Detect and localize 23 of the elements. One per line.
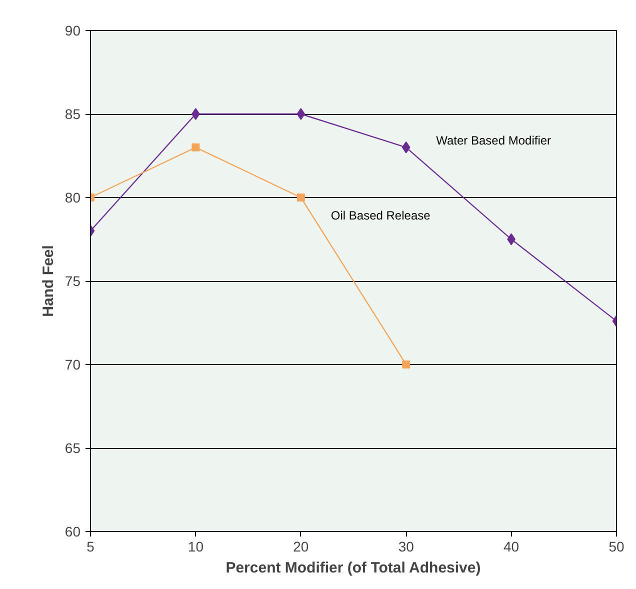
x-tick-label: 10	[188, 538, 204, 554]
x-tick-label: 30	[398, 538, 414, 554]
y-tick-label: 85	[64, 106, 81, 122]
y-tick-label: 90	[64, 22, 81, 38]
y-tick-label: 70	[64, 356, 81, 372]
series-label: Water Based Modifier	[436, 133, 552, 148]
point	[296, 108, 306, 120]
y-tick-label: 80	[64, 190, 81, 206]
point	[192, 108, 200, 120]
x-axis-title: Percent Modifier (of Total Adhesive)	[226, 560, 481, 576]
y-tick-label: 60	[64, 524, 81, 540]
x-tick-label: 40	[504, 538, 520, 554]
y-axis-title: Hand Feel	[40, 245, 57, 317]
point	[402, 360, 410, 368]
point	[402, 141, 410, 154]
x-tick-label: 20	[293, 538, 309, 554]
y-tick-label: 75	[64, 273, 81, 289]
point	[192, 143, 200, 152]
series-label: Oil Based Release	[330, 208, 431, 222]
x-tick-label: 50	[608, 538, 624, 554]
y-tick-label: 65	[64, 440, 81, 456]
x-tick-label: 5	[86, 538, 95, 554]
point	[296, 194, 305, 202]
